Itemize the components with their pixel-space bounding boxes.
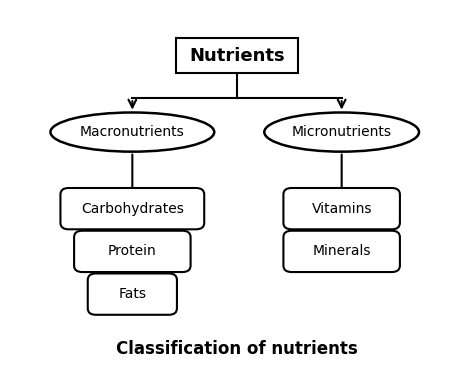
Text: Nutrients: Nutrients: [189, 46, 285, 65]
FancyBboxPatch shape: [283, 231, 400, 272]
Text: Classification of nutrients: Classification of nutrients: [116, 340, 358, 358]
Text: Minerals: Minerals: [312, 244, 371, 258]
FancyBboxPatch shape: [61, 188, 204, 229]
Text: Macronutrients: Macronutrients: [80, 125, 185, 139]
FancyBboxPatch shape: [74, 231, 191, 272]
FancyBboxPatch shape: [283, 188, 400, 229]
Text: Fats: Fats: [118, 287, 146, 301]
FancyBboxPatch shape: [175, 38, 299, 73]
Ellipse shape: [50, 112, 214, 152]
Ellipse shape: [264, 112, 419, 152]
FancyBboxPatch shape: [88, 273, 177, 315]
Text: Vitamins: Vitamins: [311, 202, 372, 216]
Text: Carbohydrates: Carbohydrates: [81, 202, 184, 216]
Text: Micronutrients: Micronutrients: [292, 125, 392, 139]
Text: Protein: Protein: [108, 244, 157, 258]
